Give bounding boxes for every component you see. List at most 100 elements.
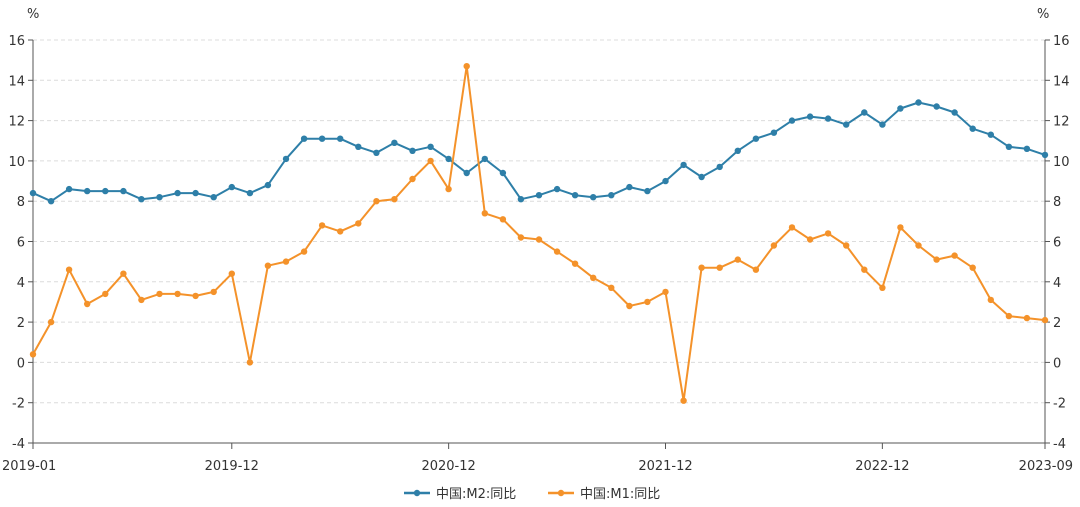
data-point[interactable] [608,284,615,291]
data-point[interactable] [282,155,290,163]
data-point[interactable] [409,175,416,183]
data-point[interactable] [626,183,633,191]
data-point[interactable] [84,187,91,195]
data-point[interactable] [987,296,994,304]
data-point[interactable] [553,185,561,193]
data-point[interactable] [337,228,344,235]
data-point[interactable] [788,117,796,124]
legend-item[interactable]: 中国:M1:同比 [548,487,660,502]
data-point[interactable] [752,135,760,142]
data-point[interactable] [915,242,922,249]
data-point[interactable] [770,129,778,136]
data-point[interactable] [861,266,868,273]
data-point[interactable] [463,169,470,177]
data-point[interactable] [788,224,796,231]
data-point[interactable] [192,292,199,300]
data-point[interactable] [355,220,362,227]
data-point[interactable] [499,169,507,177]
data-point[interactable] [102,187,109,195]
data-point[interactable] [590,274,597,281]
data-point[interactable] [535,236,543,243]
data-point[interactable] [210,194,217,201]
data-point[interactable] [517,234,525,241]
data-point[interactable] [29,351,37,358]
data-point[interactable] [228,270,235,277]
data-point[interactable] [843,242,850,249]
data-point[interactable] [499,216,507,223]
data-point[interactable] [282,258,290,265]
data-point[interactable] [770,242,778,249]
data-point[interactable] [337,135,344,142]
data-point[interactable] [626,302,633,310]
data-point[interactable] [571,192,579,199]
data-point[interactable] [1023,314,1031,322]
series-line-1[interactable] [32,65,1046,402]
data-point[interactable] [29,189,37,197]
data-point[interactable] [933,256,940,263]
data-point[interactable] [427,157,434,165]
data-point[interactable] [698,264,705,271]
data-point[interactable] [47,318,55,326]
data-point[interactable] [662,288,669,296]
data-point[interactable] [373,198,380,205]
data-point[interactable] [120,187,127,195]
data-point[interactable] [861,109,868,116]
data-point[interactable] [318,222,326,229]
data-point[interactable] [662,177,669,185]
data-point[interactable] [590,194,597,201]
data-point[interactable] [138,196,145,203]
data-point[interactable] [445,155,452,163]
data-point[interactable] [210,288,217,296]
data-point[interactable] [47,198,55,205]
legend-item[interactable]: 中国:M2:同比 [404,487,516,502]
data-point[interactable] [824,230,832,237]
data-point[interactable] [65,185,73,193]
data-point[interactable] [1023,145,1031,152]
data-point[interactable] [879,284,886,291]
data-point[interactable] [535,192,543,199]
data-point[interactable] [102,290,109,298]
data-point[interactable] [1005,143,1013,150]
data-point[interactable] [951,109,958,116]
data-point[interactable] [680,161,687,169]
data-point[interactable] [246,359,254,366]
data-point[interactable] [391,196,398,203]
data-point[interactable] [915,99,922,106]
data-point[interactable] [1041,151,1049,159]
data-point[interactable] [644,298,651,306]
data-point[interactable] [553,248,561,255]
data-point[interactable] [698,173,705,181]
data-point[interactable] [752,266,760,273]
data-point[interactable] [806,236,814,243]
data-point[interactable] [156,194,163,201]
data-point[interactable] [734,147,741,154]
data-point[interactable] [391,139,398,146]
data-point[interactable] [481,155,488,163]
data-point[interactable] [373,149,380,156]
data-point[interactable] [65,266,73,273]
data-point[interactable] [608,192,615,199]
data-point[interactable] [427,143,434,150]
data-point[interactable] [571,260,579,267]
data-point[interactable] [355,143,362,150]
data-point[interactable] [192,189,199,197]
data-point[interactable] [481,210,488,217]
data-point[interactable] [264,181,272,189]
data-point[interactable] [463,62,470,70]
data-point[interactable] [409,147,416,154]
data-point[interactable] [734,256,741,263]
data-point[interactable] [246,189,254,197]
data-point[interactable] [138,296,145,304]
data-point[interactable] [156,290,163,298]
data-point[interactable] [445,185,452,193]
data-point[interactable] [824,115,832,122]
data-point[interactable] [969,264,976,271]
data-point[interactable] [843,121,850,128]
data-point[interactable] [987,131,994,138]
data-point[interactable] [120,270,127,277]
data-point[interactable] [517,196,525,203]
data-point[interactable] [84,300,91,308]
data-point[interactable] [897,105,904,112]
data-point[interactable] [300,248,308,255]
data-point[interactable] [174,189,181,197]
